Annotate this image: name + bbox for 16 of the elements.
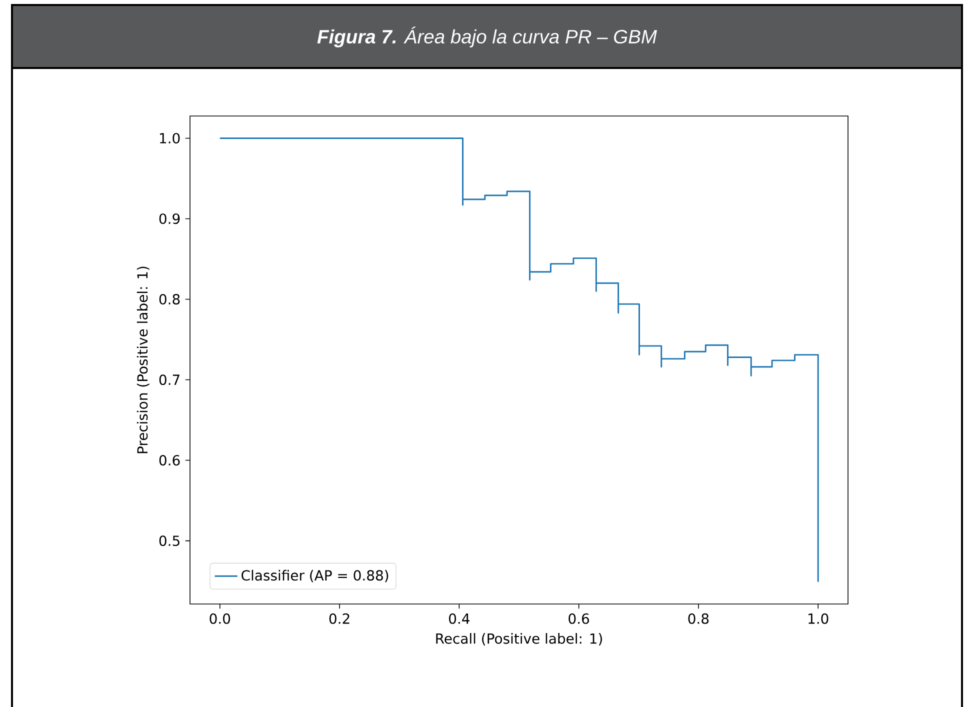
y-tick-label: 0.6 xyxy=(159,455,180,466)
legend-label: Classifier (AP = 0.88) xyxy=(242,570,388,582)
y-tick-label: 0.5 xyxy=(159,536,180,546)
x-tick-label: 0.4 xyxy=(449,613,470,624)
x-tick-label: 0.8 xyxy=(688,613,709,624)
x-tick-label: 1.0 xyxy=(808,613,828,624)
x-tick-label: 0.6 xyxy=(568,613,590,624)
y-tick-label: 0.8 xyxy=(159,294,180,305)
y-tick-label: 0.9 xyxy=(159,213,180,224)
chart-title: Figura 7. Área bajo la curva PR – GBM xyxy=(317,26,657,48)
x-axis-title: Recall (Positive label: 1) xyxy=(436,633,602,646)
y-tick-label: 0.7 xyxy=(159,374,180,386)
y-tick-label: 1.0 xyxy=(160,132,180,144)
x-tick-label: 0.2 xyxy=(329,613,350,624)
y-axis-title: Precision (Positive label: 1) xyxy=(136,266,150,454)
x-tick-label: 0.0 xyxy=(210,613,230,624)
